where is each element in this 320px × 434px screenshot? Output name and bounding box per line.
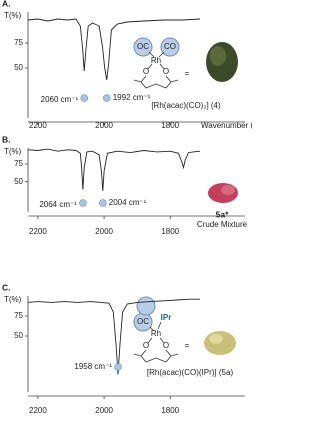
ligand: OC: [137, 42, 149, 51]
y-tick-label: 75: [14, 159, 23, 168]
ligand: OC: [137, 317, 149, 326]
y-axis-label: T(%): [4, 11, 22, 20]
atom: O: [143, 67, 149, 76]
chart: B. T(%) 50 75 2200 2000 1800 2064 cm⁻¹ 2004 cm⁻¹: [2, 134, 245, 236]
y-tick-label: 75: [14, 38, 23, 47]
peak-label: 2064 cm⁻¹: [39, 200, 77, 209]
chart: A. T(%) 50 75 2200 2000 1800 Wavenumber (cm⁻¹) 2…: [2, 0, 252, 130]
spectrum: [27, 148, 201, 192]
atom: O: [163, 67, 169, 76]
ligand-circle: [133, 37, 153, 57]
equals: =: [185, 69, 190, 78]
peak-label: 1992 cm⁻¹: [113, 93, 151, 102]
peak-marker: [102, 94, 111, 102]
compound-label: [Rh(acac)(CO)(IPr)] (5a): [147, 368, 234, 377]
photo: [209, 334, 223, 344]
metal: Rh: [151, 56, 161, 65]
figure: OC CO Rh O O = [Rh(acac)(CO)₂] (4) 5a* C…: [2, 0, 252, 415]
ligand-circle: [136, 296, 156, 316]
panel-label: B.: [2, 134, 11, 144]
sample-photo: [208, 183, 238, 203]
y-axis-label: T(%): [4, 147, 22, 156]
peak-marker: [114, 363, 122, 371]
structure: OC IPr Rh O O =: [133, 296, 190, 363]
x-tick-label: 2200: [29, 227, 47, 236]
metal: Rh: [151, 329, 161, 338]
x-tick-label: 2000: [95, 406, 113, 415]
x-tick-label: 2200: [29, 406, 47, 415]
sample-photo: [206, 42, 238, 82]
sample-label: 5a*: [216, 209, 229, 219]
peak-label: 2004 cm⁻¹: [109, 198, 147, 207]
bonds: [133, 321, 179, 363]
equals: =: [185, 341, 190, 350]
peak-label: 1958 cm⁻¹: [74, 362, 112, 371]
peak-marker: [79, 199, 87, 207]
ligand: CO: [164, 42, 176, 51]
ligand: IPr: [161, 313, 172, 322]
bonds: [133, 51, 179, 89]
y-axis-label: T(%): [4, 295, 22, 304]
photo: [210, 46, 226, 66]
x-tick-label: 1800: [161, 227, 179, 236]
y-tick-label: 50: [14, 63, 23, 72]
compound-label: [Rh(acac)(CO)₂] (4): [151, 101, 221, 110]
photo: [221, 185, 235, 195]
x-tick-label: 2000: [95, 121, 113, 130]
spectrum: [27, 298, 200, 375]
peak-marker: [98, 199, 107, 207]
x-axis-label: Wavenumber (cm⁻¹): [201, 121, 252, 130]
panel-label: A.: [2, 0, 11, 8]
atom: O: [143, 341, 149, 350]
x-tick-label: 1800: [161, 121, 179, 130]
structure: OC CO Rh O O =: [133, 37, 190, 89]
spectrum: [27, 18, 201, 81]
y-tick-label: 50: [14, 177, 23, 186]
y-tick-label: 50: [14, 331, 23, 340]
peak-label: 2060 cm⁻¹: [41, 95, 79, 104]
chart: C. T(%) 50 75 2200 2000 1800 1958 cm⁻¹: [2, 282, 245, 415]
ligand-circle: [160, 37, 180, 57]
x-tick-label: 2000: [95, 227, 113, 236]
caption: Crude Mixture: [197, 220, 248, 229]
y-tick-label: 75: [14, 311, 23, 320]
x-tick-label: 1800: [161, 406, 179, 415]
atom: O: [163, 341, 169, 350]
x-tick-label: 2200: [29, 121, 47, 130]
sample-photo: [204, 331, 236, 355]
peak-marker: [80, 94, 89, 102]
panel-label: C.: [2, 282, 11, 292]
